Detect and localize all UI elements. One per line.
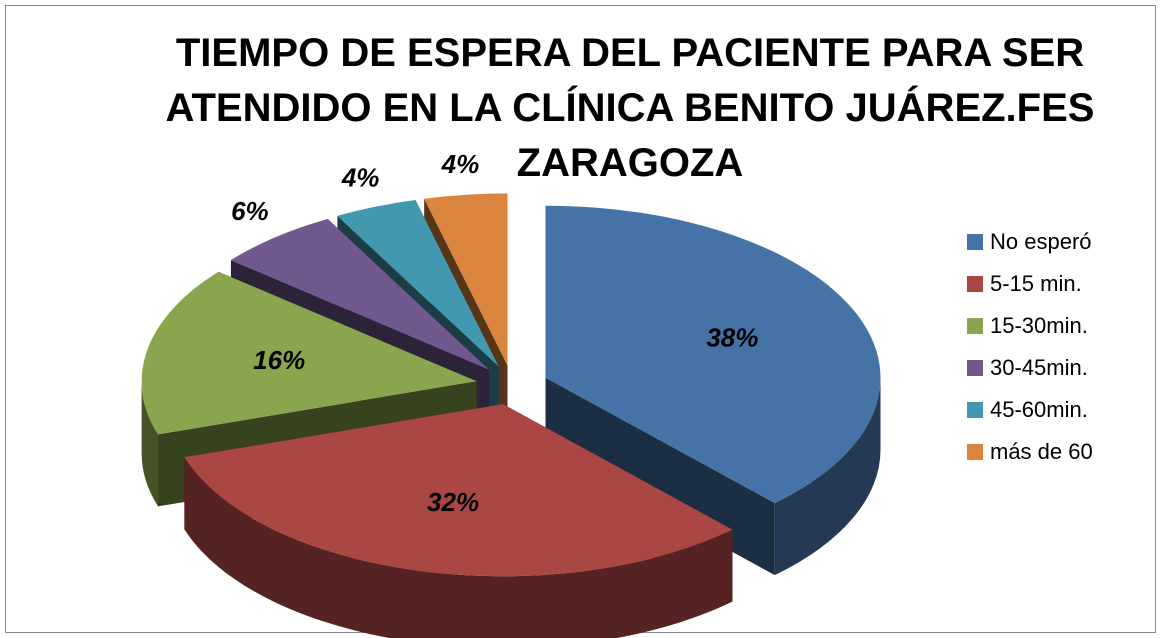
legend-label: 30-45min.: [990, 355, 1088, 380]
pie-tops: [141, 193, 881, 577]
legend-label: más de 60: [990, 439, 1093, 464]
slice-outer-wall: [141, 381, 158, 507]
legend-swatch: [967, 234, 983, 250]
legend-swatch: [967, 318, 983, 334]
data-label: 6%: [231, 196, 269, 226]
chart-title: TIEMPO DE ESPERA DEL PACIENTE PARA SER A…: [165, 31, 1095, 185]
data-label: 4%: [341, 162, 380, 192]
data-label: 16%: [253, 345, 305, 375]
legend: No esperó 5-15 min. 15-30min. 30-45min. 45-6…: [967, 229, 1093, 464]
legend-swatch: [967, 402, 983, 418]
legend-swatch: [967, 276, 983, 292]
legend-label: 45-60min.: [990, 397, 1088, 422]
data-label: 4%: [441, 149, 480, 179]
slice: [230, 219, 490, 370]
legend-label: No esperó: [990, 229, 1092, 254]
legend-label: 5-15 min.: [990, 271, 1082, 296]
data-labels: 38% 32% 16% 6% 4% 4%: [231, 149, 758, 517]
slice-outer-wall: [184, 457, 733, 638]
slice: [337, 200, 499, 367]
data-label: 32%: [427, 487, 479, 517]
legend-swatch: [967, 444, 983, 460]
legend-label: 15-30min.: [990, 313, 1088, 338]
slice: [424, 193, 508, 366]
slice: [184, 404, 733, 577]
data-label: 38%: [706, 323, 758, 353]
slice: [545, 205, 881, 504]
legend-swatch: [967, 360, 983, 376]
slice-outer-wall: [774, 377, 881, 576]
slice: [141, 271, 477, 435]
